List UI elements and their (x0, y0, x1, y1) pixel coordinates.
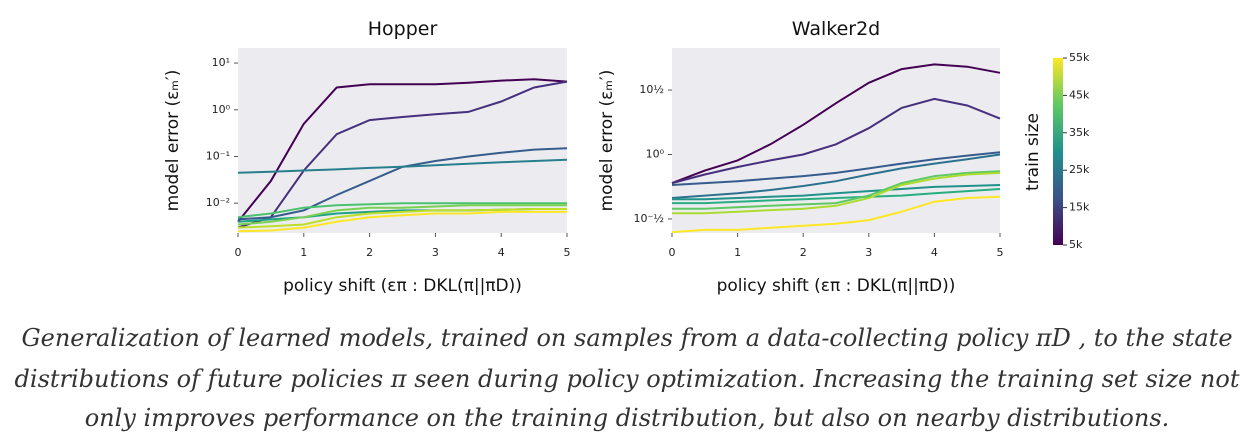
colorbar-tick-label: 25k (1069, 163, 1090, 176)
x-tick-label: 3 (865, 246, 872, 259)
x-tick-label: 5 (997, 246, 1004, 259)
x-tick-label: 4 (498, 246, 505, 259)
x-tick-label: 3 (432, 246, 439, 259)
x-tick-label: 1 (734, 246, 741, 259)
chart-title: Walker2d (792, 18, 880, 40)
x-tick-label: 2 (800, 246, 807, 259)
line-series (672, 188, 1001, 205)
line-series (237, 210, 567, 233)
y-tick-label: 10⁻½ (634, 212, 664, 225)
line-series (672, 171, 1001, 215)
chart-title: Hopper (368, 18, 438, 40)
caption-line: Generalization of learned models, traine… (21, 324, 1232, 352)
colorbar-tick-label: 5k (1069, 238, 1083, 251)
x-axis-label: policy shift (επ : DKL(π||πD)) (717, 276, 956, 296)
colorbar (1053, 58, 1063, 245)
colorbar-tick-label: 45k (1069, 88, 1090, 101)
line-series (672, 170, 1001, 210)
caption-line: only improves performance on the trainin… (85, 404, 1170, 432)
colorbar-tick-label: 35k (1069, 126, 1090, 139)
line-series (671, 63, 1001, 185)
line-series (671, 195, 1001, 234)
line-series (672, 184, 1001, 201)
line-series (671, 151, 1001, 186)
line-series (237, 158, 568, 174)
plot-area (238, 48, 567, 233)
x-tick-label: 4 (931, 246, 938, 259)
colorbar-tick-label: 55k (1069, 51, 1090, 64)
y-tick-label: 10⁻¹ (206, 149, 230, 162)
line-series (237, 202, 567, 219)
x-tick-label: 0 (669, 246, 676, 259)
colorbar-tick-label: 15k (1069, 201, 1090, 214)
line-series (671, 97, 1001, 185)
line-series (237, 78, 568, 223)
x-axis-label: policy shift (επ : DKL(π||πD)) (283, 276, 522, 296)
x-tick-label: 5 (564, 246, 571, 259)
y-tick-label: 10⁰ (646, 147, 665, 160)
caption-line: distributions of future policies π seen … (15, 365, 1240, 393)
y-tick-label: 10½ (639, 83, 664, 96)
colorbar-label: train size (1023, 113, 1043, 191)
x-tick-label: 2 (366, 246, 373, 259)
y-tick-label: 10⁰ (212, 103, 231, 116)
x-tick-label: 0 (235, 246, 242, 259)
line-series (237, 80, 568, 229)
y-tick-label: 10¹ (212, 56, 230, 69)
y-axis-label: model error (εₘ′) (597, 70, 617, 212)
y-axis-label: model error (εₘ′) (163, 70, 183, 212)
line-series (671, 153, 1001, 199)
x-tick-label: 1 (300, 246, 307, 259)
y-tick-label: 10⁻² (206, 196, 230, 209)
line-series (237, 208, 567, 229)
line-series (237, 204, 567, 226)
